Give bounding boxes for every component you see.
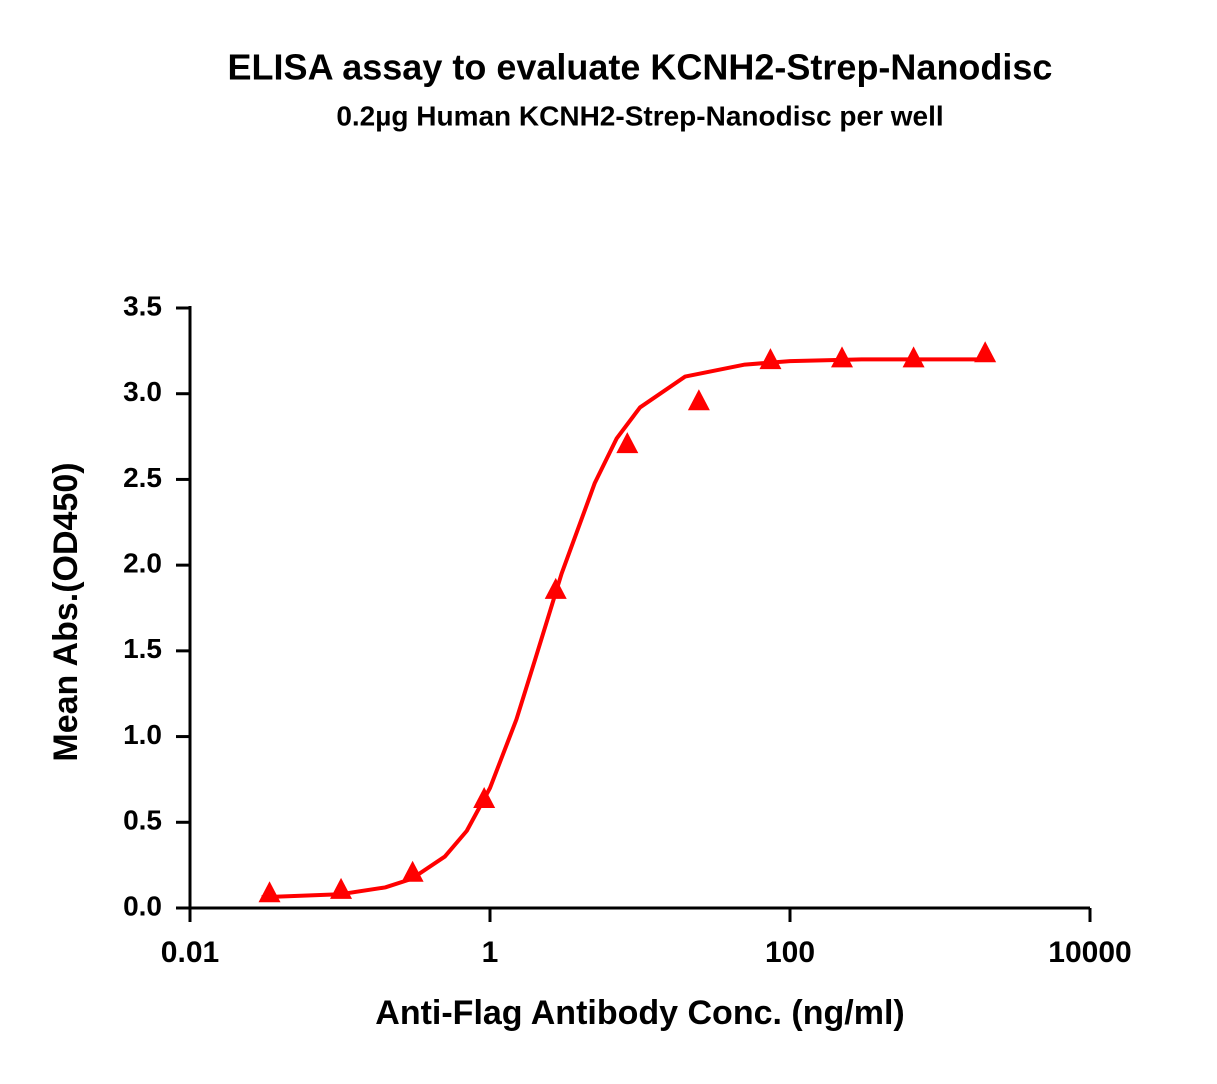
x-tick-label: 100 <box>765 936 815 969</box>
chart-title: ELISA assay to evaluate KCNH2-Strep-Nano… <box>228 47 1053 88</box>
x-tick-label: 10000 <box>1048 936 1131 969</box>
data-point <box>902 346 925 368</box>
data-point <box>544 577 567 599</box>
data-point <box>687 389 710 411</box>
x-axis-label: Anti-Flag Antibody Conc. (ng/ml) <box>375 994 904 1032</box>
data-point <box>974 341 997 363</box>
x-tick-label: 0.01 <box>161 936 219 969</box>
data-point <box>258 881 281 903</box>
data-point <box>759 348 782 370</box>
y-tick-label: 3.0 <box>123 376 162 407</box>
y-tick-label: 0.5 <box>123 805 162 836</box>
y-axis-label: Mean Abs.(OD450) <box>47 462 85 761</box>
y-tick-label: 0.0 <box>123 890 162 921</box>
chart-subtitle: 0.2µg Human KCNH2-Strep-Nanodisc per wel… <box>336 100 943 131</box>
data-point <box>330 877 353 899</box>
y-tick-label: 2.5 <box>123 462 162 493</box>
data-point <box>831 346 854 368</box>
y-tick-label: 3.5 <box>123 290 162 321</box>
y-tick-label: 2.0 <box>123 548 162 579</box>
y-tick-label: 1.5 <box>123 633 162 664</box>
data-point <box>616 432 639 454</box>
data-point <box>473 787 496 808</box>
data-point <box>401 860 424 882</box>
y-tick-label: 1.0 <box>123 719 162 750</box>
x-tick-label: 1 <box>482 936 499 969</box>
